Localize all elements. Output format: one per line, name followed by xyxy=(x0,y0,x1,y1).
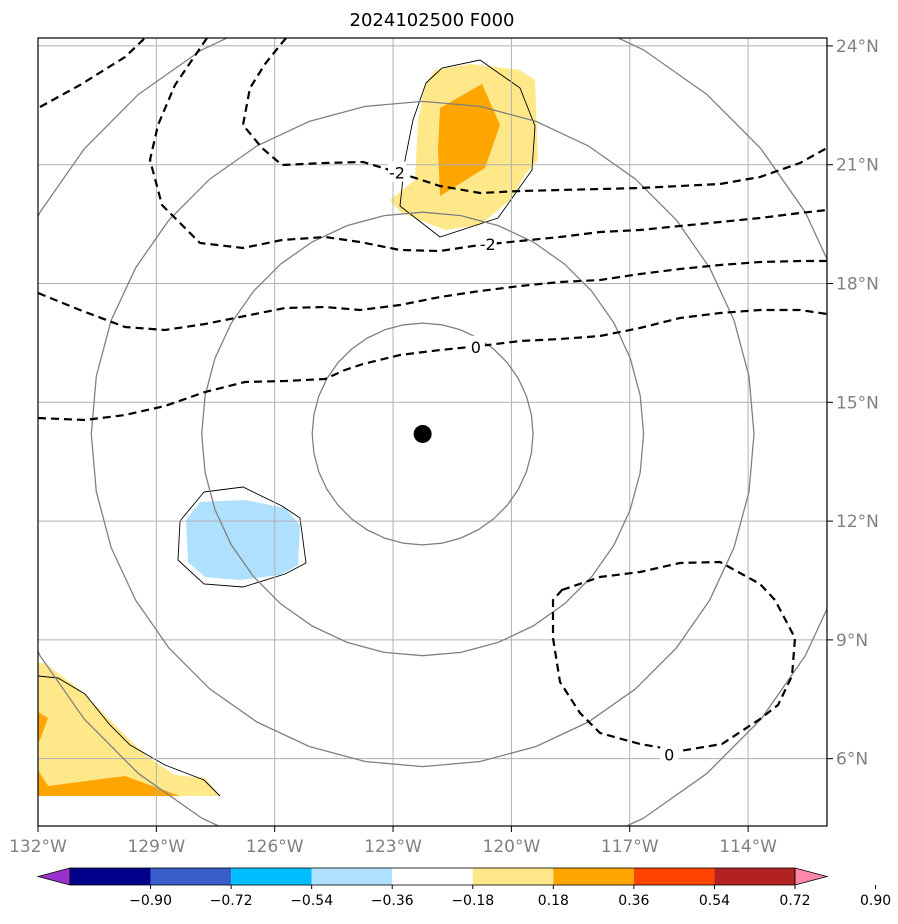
lat-tick-label-3: 15°N xyxy=(836,393,879,413)
dashed-contour-3 xyxy=(241,38,827,195)
gridlines xyxy=(38,38,827,826)
lon-tick-label-5: 117°W xyxy=(601,837,659,857)
longitude-axis: 132°W 129°W 126°W 123°W 120°W 117°W 114°W xyxy=(9,826,777,857)
colorbar-box-4 xyxy=(392,868,473,885)
range-ring-3 xyxy=(38,38,827,826)
dashed-contour-4 xyxy=(38,259,827,332)
latitude-axis: 24°N 21°N 18°N 15°N 12°N 9°N 6°N xyxy=(827,37,879,770)
colorbar-extend-high xyxy=(794,867,829,886)
colorbar-extend-low xyxy=(36,867,71,886)
lon-tick-label-2: 126°W xyxy=(246,837,304,857)
colorbar-box-2 xyxy=(231,868,312,885)
lat-tick-label-4: 12°N xyxy=(836,512,879,532)
colorbar-box-5 xyxy=(472,868,554,885)
map-title: 2024102500 F000 xyxy=(350,10,515,31)
dashed-contour-1 xyxy=(39,38,146,108)
dashed-contour-2 xyxy=(148,38,827,253)
range-ring-1 xyxy=(201,211,645,657)
lon-tick-label-3: 123°W xyxy=(364,837,422,857)
colorbar-tick-label-6: 0.36 xyxy=(618,893,649,909)
colorbar-tick-label-4: −0.18 xyxy=(451,893,494,909)
colorbar-box-6 xyxy=(553,868,634,885)
map-frame xyxy=(37,37,828,827)
dashed-contour-6 xyxy=(551,560,797,753)
lat-tick-label-1: 21°N xyxy=(836,156,879,176)
colorbar-tick-label-8: 0.72 xyxy=(779,893,810,909)
lat-tick-label-0: 24°N xyxy=(836,37,879,57)
colorbar-box-8 xyxy=(714,868,795,885)
outline-contour-west xyxy=(177,486,307,588)
contour-label-halo-3 xyxy=(660,743,679,764)
lon-tick-label-4: 120°W xyxy=(483,837,541,857)
outline-contour-north xyxy=(399,59,536,238)
colorbar-tick-label-0: −0.90 xyxy=(129,893,172,909)
contour-label-halo-0 xyxy=(387,161,406,182)
dashed-contour-5 xyxy=(38,308,827,422)
colorbar-tick-label-9: 0.90 xyxy=(860,893,891,909)
positive-anomaly-north-inner xyxy=(438,84,500,196)
contour-label-halo-2 xyxy=(466,335,485,356)
colorbar-box-1 xyxy=(150,868,232,885)
contour-label-1: -2 xyxy=(480,235,496,254)
lon-tick-label-6: 114°W xyxy=(719,837,777,857)
colorbar-tick-label-7: 0.54 xyxy=(699,893,730,909)
outline-contour-southwest xyxy=(38,675,221,797)
plot-area xyxy=(38,38,827,826)
colorbar-tick-label-3: −0.36 xyxy=(371,893,414,909)
contour-label-3: 0 xyxy=(664,746,674,765)
colorbar-tick-label-2: −0.54 xyxy=(290,893,333,909)
lon-tick-label-1: 129°W xyxy=(127,837,185,857)
contour-label-0: -2 xyxy=(389,164,405,183)
contour-labels: -2 -2 0 0 xyxy=(387,161,679,765)
contour-label-2: 0 xyxy=(471,338,481,357)
colorbar-box-3 xyxy=(311,868,393,885)
colorbar: −0.90 −0.72 −0.54 −0.36 −0.18 0.18 0.36 0.54 0.7… xyxy=(36,867,891,909)
lat-tick-label-6: 6°N xyxy=(836,750,868,770)
colorbar-frame xyxy=(69,867,796,886)
dashed-contours xyxy=(38,38,827,753)
positive-anomaly-southwest-outer xyxy=(38,663,220,796)
negative-anomaly-west xyxy=(186,500,300,580)
contour-label-halo-1 xyxy=(478,232,497,253)
outline-contours xyxy=(38,59,536,797)
lat-tick-label-5: 9°N xyxy=(836,631,868,651)
positive-anomaly-southwest-inner xyxy=(38,712,48,742)
colorbar-tick-label-5: 0.18 xyxy=(538,893,569,909)
colorbar-box-0 xyxy=(70,868,151,885)
filled-anomaly-areas xyxy=(38,64,538,796)
colorbar-box-7 xyxy=(633,868,715,885)
positive-anomaly-southwest-strip xyxy=(38,770,180,796)
storm-center-marker xyxy=(413,424,432,443)
colorbar-tick-label-1: −0.72 xyxy=(210,893,253,909)
lon-tick-label-0: 132°W xyxy=(9,837,67,857)
lat-tick-label-2: 18°N xyxy=(836,275,879,295)
